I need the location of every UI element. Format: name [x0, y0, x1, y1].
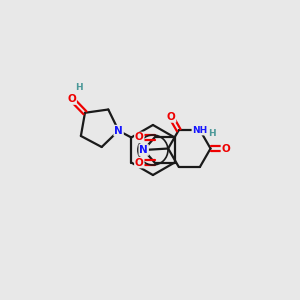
- Text: O: O: [167, 112, 176, 122]
- Text: H: H: [75, 83, 83, 92]
- Text: NH: NH: [192, 126, 208, 135]
- Text: N: N: [114, 126, 123, 136]
- Text: N: N: [139, 145, 148, 155]
- Text: O: O: [135, 158, 144, 167]
- Text: O: O: [135, 133, 144, 142]
- Text: H: H: [208, 129, 216, 138]
- Text: O: O: [221, 143, 230, 154]
- Text: O: O: [67, 94, 76, 104]
